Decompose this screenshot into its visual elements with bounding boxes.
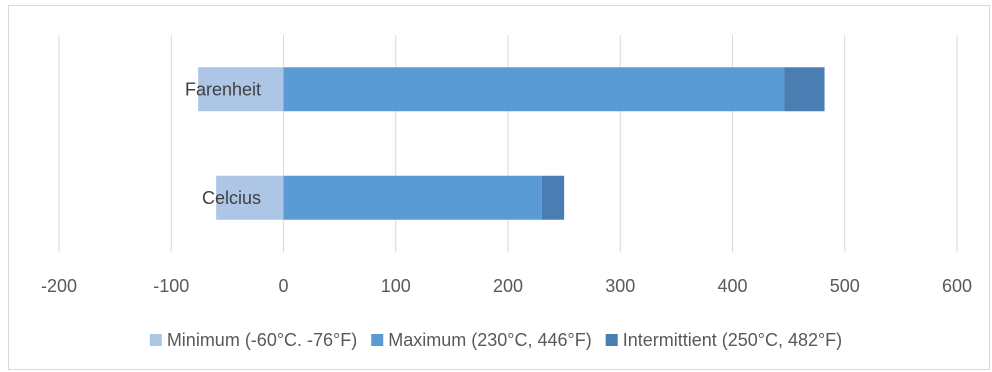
bars bbox=[198, 67, 825, 220]
x-tick-label: 500 bbox=[830, 276, 860, 296]
x-tick-label: 100 bbox=[381, 276, 411, 296]
legend-label: Maximum (230°C, 446°F) bbox=[388, 330, 591, 350]
gridlines bbox=[58, 35, 958, 252]
category-label: Celcius bbox=[202, 188, 261, 208]
bar-celcius-series-0 bbox=[216, 175, 284, 220]
bar-farenheit-series-2 bbox=[784, 67, 825, 112]
x-tick-labels: -200 -100 0 100 200 300 400 500 600 bbox=[41, 276, 972, 296]
category-labels: Celcius Farenheit bbox=[185, 79, 261, 208]
x-tick-label: 400 bbox=[717, 276, 747, 296]
x-tick-label: -100 bbox=[153, 276, 189, 296]
bar-celcius-series-2 bbox=[541, 175, 565, 220]
legend-label: Minimum (-60°C. -76°F) bbox=[167, 330, 357, 350]
x-tick-label: 200 bbox=[493, 276, 523, 296]
legend-swatch bbox=[149, 334, 162, 346]
legend-swatch bbox=[605, 334, 618, 346]
x-tick-label: -200 bbox=[41, 276, 77, 296]
legend-label: Intermittient (250°C, 482°F) bbox=[623, 330, 842, 350]
legend-swatch bbox=[371, 334, 384, 346]
x-tick-label: 0 bbox=[278, 276, 288, 296]
legend: Minimum (-60°C. -76°F) Maximum (230°C, 44… bbox=[149, 330, 842, 350]
bar-celcius-series-1 bbox=[283, 175, 542, 220]
category-label: Farenheit bbox=[185, 79, 261, 99]
x-tick-label: 300 bbox=[605, 276, 635, 296]
bar-farenheit-series-1 bbox=[283, 67, 785, 112]
bar-farenheit-series-0 bbox=[198, 67, 284, 112]
x-tick-label: 600 bbox=[942, 276, 972, 296]
